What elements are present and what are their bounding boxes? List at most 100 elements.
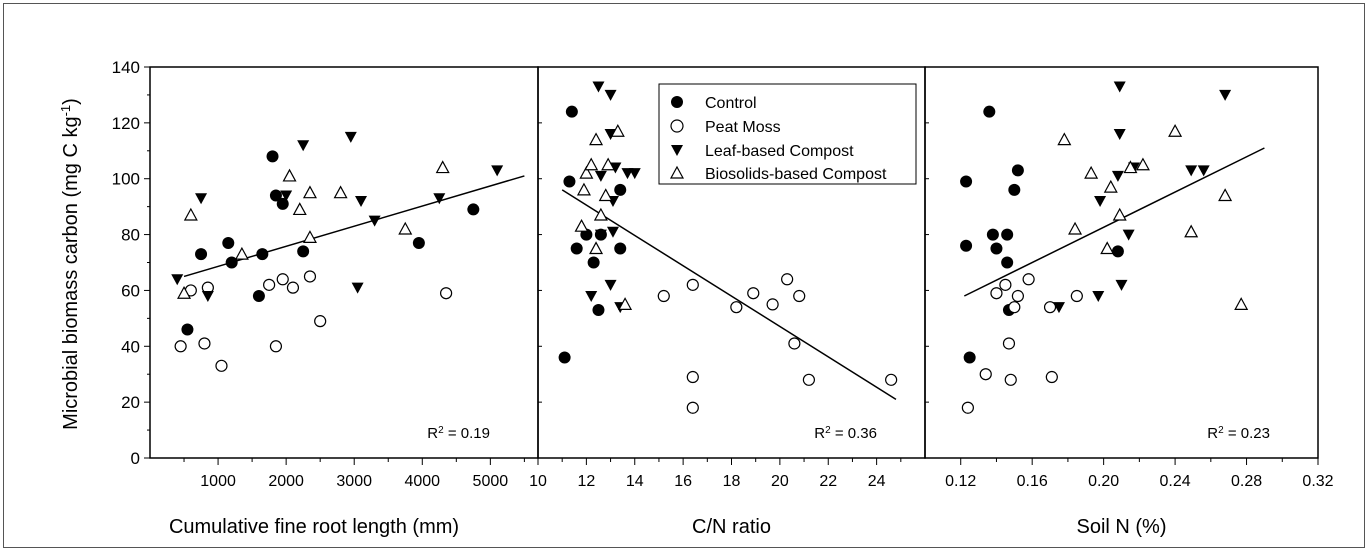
r-squared-label: R2 = 0.23	[1207, 425, 1270, 443]
x-tick-label: 1000	[200, 473, 236, 490]
point-leaf-compost	[606, 226, 619, 238]
y-axis-title: Microbial biomass carbon (mg C kg-1)	[58, 98, 83, 430]
point-peat-moss	[276, 273, 289, 286]
point-peat-moss	[314, 315, 327, 328]
point-biosolids-compost	[1103, 179, 1118, 193]
point-peat-moss	[686, 370, 699, 384]
point-biosolids-compost	[1068, 221, 1083, 235]
point-control	[1008, 183, 1021, 196]
point-control	[960, 239, 973, 252]
point-peat-moss	[686, 278, 699, 291]
point-peat-moss	[788, 337, 801, 350]
x-tick-label: 20	[771, 473, 789, 490]
point-leaf-compost	[592, 81, 605, 93]
point-leaf-compost	[1094, 196, 1107, 208]
point-control	[990, 242, 1003, 255]
point-biosolids-compost	[589, 241, 604, 255]
point-peat-moss	[657, 289, 670, 303]
x-tick-label: 0.28	[1231, 473, 1262, 490]
legend-box	[658, 83, 917, 185]
point-biosolids-compost	[601, 157, 616, 171]
y-tick-label: 0	[131, 449, 140, 468]
point-peat-moss	[999, 278, 1012, 291]
point-leaf-compost	[609, 162, 622, 174]
legend-label-control: Control	[705, 95, 757, 112]
point-control	[1111, 245, 1124, 258]
point-biosolids-compost	[282, 168, 297, 182]
legend-label-peat-moss: Peat Moss	[705, 119, 781, 136]
point-control	[1001, 228, 1014, 241]
point-biosolids-compost	[177, 285, 192, 299]
legend-label-biosolids-compost: Biosolids-based Compost	[705, 166, 887, 183]
point-control	[614, 183, 627, 196]
point-peat-moss	[730, 301, 743, 314]
point-biosolids-compost	[435, 160, 450, 174]
point-leaf-compost	[604, 129, 617, 141]
point-peat-moss	[303, 270, 317, 283]
point-biosolids-compost	[584, 157, 599, 171]
point-peat-moss	[686, 401, 699, 414]
point-leaf-compost	[351, 282, 364, 294]
y-tick-label: 60	[121, 281, 140, 300]
point-control	[297, 245, 310, 258]
x-tick-label: 3000	[336, 473, 372, 490]
point-control	[276, 197, 289, 210]
point-leaf-compost	[433, 193, 446, 205]
point-peat-moss	[174, 340, 187, 353]
x-tick-label: 0.24	[1160, 473, 1191, 490]
point-leaf-compost	[585, 291, 598, 303]
point-leaf-compost	[368, 215, 381, 227]
point-peat-moss	[979, 368, 992, 381]
x-tick-label: 4000	[404, 473, 440, 490]
point-biosolids-compost	[292, 202, 307, 216]
legend-item-control: Control	[671, 95, 757, 112]
legend-label-leaf-compost: Leaf-based Compost	[705, 143, 854, 160]
point-control	[225, 256, 238, 269]
point-leaf-compost	[1115, 279, 1128, 291]
legend-item-peat-moss: Peat Moss	[670, 119, 781, 136]
point-biosolids-compost	[598, 188, 613, 202]
point-biosolids-compost	[1112, 207, 1127, 221]
point-leaf-compost	[1092, 291, 1105, 303]
x-tick-label: 12	[577, 473, 595, 490]
point-peat-moss	[766, 298, 779, 311]
point-leaf-compost	[1113, 81, 1126, 93]
point-biosolids-compost	[1084, 165, 1099, 179]
point-control	[960, 175, 973, 188]
x-tick-label: 0.16	[1017, 473, 1048, 490]
point-control	[986, 228, 999, 241]
legend-marker-peat-moss	[670, 119, 684, 133]
point-peat-moss	[747, 287, 760, 300]
point-peat-moss	[215, 359, 228, 372]
point-control	[570, 242, 583, 255]
point-peat-moss	[1070, 289, 1083, 303]
point-peat-moss	[990, 287, 1003, 300]
x-tick-label: 2000	[268, 473, 304, 490]
point-control	[963, 351, 976, 364]
point-biosolids-compost	[593, 207, 608, 221]
point-peat-moss	[1022, 273, 1035, 286]
y-tick-label: 100	[112, 170, 140, 189]
point-biosolids-compost	[579, 165, 594, 179]
point-leaf-compost	[1052, 302, 1065, 314]
point-peat-moss	[802, 373, 816, 386]
x-axis-title: Soil N (%)	[1076, 516, 1166, 538]
y-tick-label: 120	[112, 114, 140, 133]
point-control	[412, 236, 425, 249]
point-biosolids-compost	[302, 185, 317, 199]
point-control	[222, 236, 235, 249]
point-peat-moss	[440, 287, 453, 300]
legend-marker-control	[671, 96, 683, 108]
point-biosolids-compost	[234, 246, 249, 260]
point-biosolids-compost	[302, 230, 317, 243]
regression-line	[963, 147, 1265, 297]
x-tick-label: 18	[723, 473, 741, 490]
legend-marker-leaf-compost	[671, 145, 683, 156]
point-leaf-compost	[195, 193, 208, 205]
point-biosolids-compost	[589, 132, 604, 146]
x-tick-label: 0.12	[945, 473, 976, 490]
point-biosolids-compost	[1218, 188, 1233, 202]
point-peat-moss	[1043, 301, 1057, 314]
point-control	[467, 203, 480, 216]
